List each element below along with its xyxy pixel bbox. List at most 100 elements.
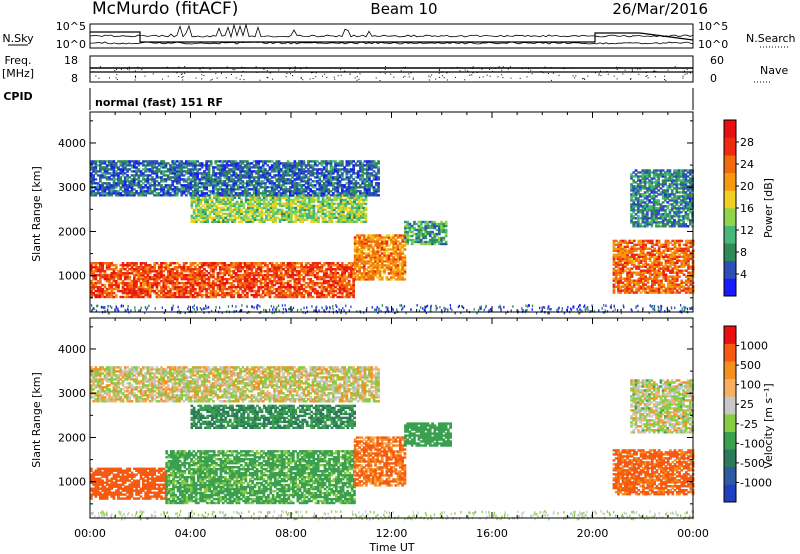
echo-cell: [171, 268, 175, 271]
echo-cell: [133, 174, 136, 177]
nave-dot: [638, 73, 640, 75]
echo-cell: [394, 258, 398, 261]
nave-dot: [379, 80, 381, 81]
echo-cell: [112, 277, 116, 281]
echo-cell: [162, 262, 166, 265]
echo-cell: [108, 273, 111, 277]
echo-cell: [356, 242, 359, 245]
echo-cell: [328, 214, 332, 218]
echo-cell: [255, 188, 258, 191]
echo-cell: [362, 272, 366, 275]
echo-cell: [157, 295, 161, 299]
echo-cell: [90, 182, 93, 185]
nave-dot: [266, 76, 268, 78]
echo-cell: [185, 287, 188, 291]
echo-cell: [415, 234, 419, 238]
echo-cell: [175, 275, 179, 279]
echo-cell: [162, 279, 166, 283]
echo-cell: [123, 164, 127, 167]
echo-cell: [304, 285, 308, 289]
echo-cell: [274, 198, 277, 202]
echo-cell: [323, 220, 327, 223]
echo-cell: [130, 188, 134, 191]
echo-cell: [312, 208, 316, 212]
echo-cell: [435, 234, 439, 238]
echo-cell: [356, 270, 359, 273]
echo-cell: [299, 218, 302, 221]
echo-cell: [151, 270, 154, 273]
echo-cell: [257, 293, 260, 297]
echo-cell: [223, 266, 227, 269]
echo-cell: [280, 216, 284, 219]
nave-dot: [631, 68, 633, 70]
echo-cell: [208, 204, 212, 208]
nave-dot: [349, 73, 351, 75]
echo-cell: [403, 240, 407, 243]
echo-cell: [318, 295, 322, 299]
echo-cell: [182, 162, 186, 165]
echo-cell: [182, 283, 186, 287]
echo-cell: [205, 180, 208, 183]
echo-cell: [216, 264, 220, 267]
echo-cell: [323, 198, 327, 202]
echo-cell: [148, 266, 152, 269]
echo-cell: [101, 268, 104, 271]
nave-dot: [479, 76, 481, 78]
echo-cell: [126, 160, 129, 163]
echo-cell: [342, 200, 345, 204]
echo-cell: [189, 188, 193, 191]
echo-cell: [112, 272, 116, 275]
echo-cell: [298, 168, 301, 171]
echo-cell: [173, 194, 177, 197]
echo-cell: [151, 166, 154, 169]
echo-cell: [142, 160, 145, 163]
echo-cell: [301, 202, 304, 206]
echo-cell: [164, 162, 168, 165]
echo-cell: [250, 266, 254, 269]
echo-cell: [164, 192, 168, 195]
echo-cell: [135, 295, 138, 299]
echo-cell: [234, 180, 238, 183]
echo-cell: [255, 162, 258, 165]
echo-cell: [282, 268, 285, 271]
echo-cell: [178, 287, 181, 291]
echo-cell: [286, 264, 290, 267]
echo-cell: [334, 194, 337, 197]
echo-cell: [90, 291, 93, 295]
echo-cell: [269, 210, 273, 214]
echo-cell: [369, 240, 373, 243]
echo-cell: [160, 184, 163, 187]
echo-cell: [289, 287, 292, 291]
echo-cell: [419, 240, 423, 244]
echo-cell: [247, 212, 250, 216]
echo-cell: [290, 202, 293, 206]
echo-cell: [185, 184, 188, 187]
echo-cell: [223, 287, 227, 291]
echo-cell: [216, 160, 220, 163]
echo-cell: [280, 196, 284, 200]
echo-cell: [105, 166, 109, 169]
echo-cell: [274, 206, 277, 210]
echo-cell: [273, 287, 276, 291]
echo-cell: [160, 172, 163, 175]
echo-cell: [341, 262, 344, 265]
echo-cell: [270, 164, 274, 167]
echo-cell: [426, 240, 430, 244]
echo-cell: [283, 216, 286, 219]
echo-cell: [240, 216, 243, 219]
echo-cell: [356, 248, 359, 251]
echo-cell: [271, 202, 275, 206]
echo-cell: [191, 186, 195, 189]
echo-cell: [148, 289, 152, 293]
echo-cell: [415, 236, 419, 240]
echo-cell: [291, 264, 294, 267]
echo-cell: [204, 212, 207, 216]
echo-cell: [239, 287, 242, 291]
nave-dot: [127, 68, 128, 70]
echo-cell: [383, 268, 386, 271]
echo-cell: [371, 264, 375, 267]
nave-tick-top: 60: [710, 54, 724, 67]
echo-cell: [244, 218, 248, 221]
echo-cell: [205, 295, 208, 299]
echo-cell: [248, 162, 251, 165]
